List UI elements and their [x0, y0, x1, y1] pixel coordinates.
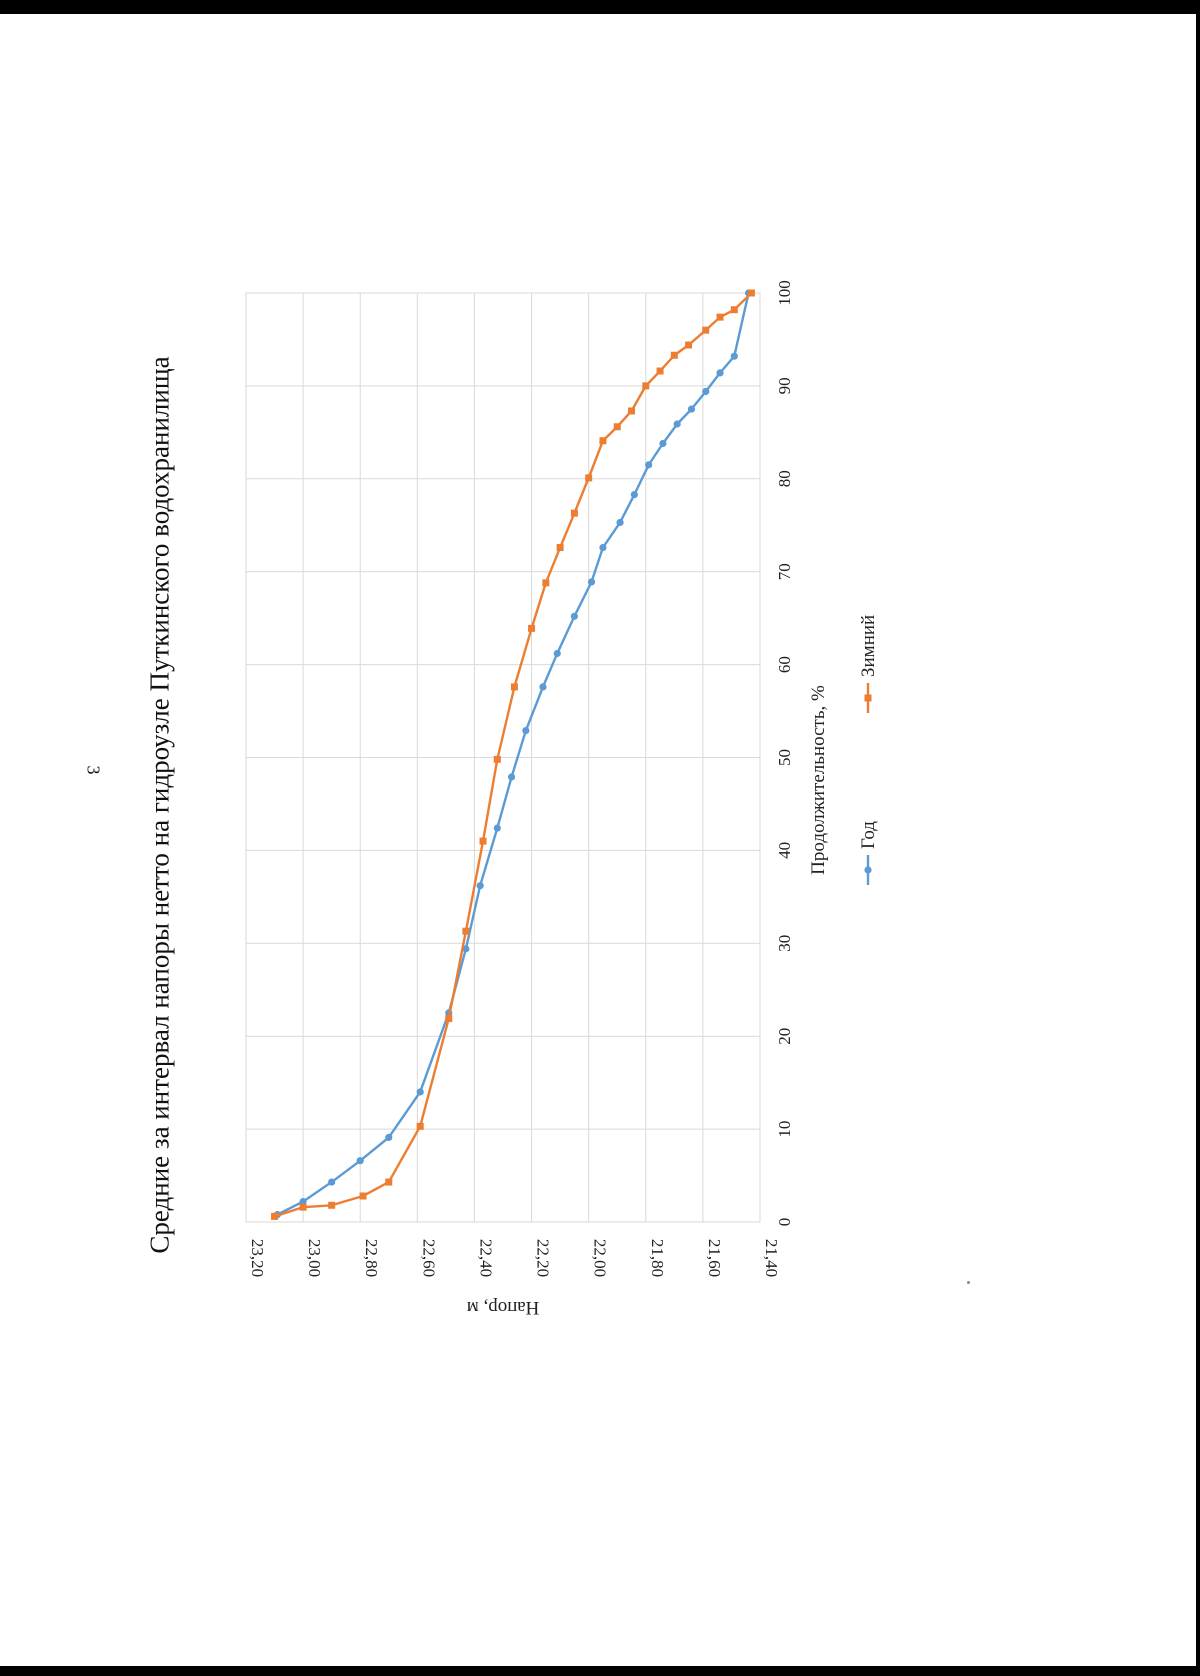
x-tick-labels: 0 10 20 30 40 50 60 70 80 90 100 [775, 280, 794, 1226]
data-point-1 [716, 369, 724, 377]
data-point-1 [328, 1178, 336, 1186]
data-point-1 [645, 461, 653, 469]
data-point-2 [528, 624, 536, 632]
x-axis-title: Продолжительность, % [808, 685, 829, 875]
data-point-1 [385, 1133, 393, 1142]
series-lines [271, 289, 755, 1220]
y-tick-label: 23,00 [305, 1239, 324, 1277]
x-tick-label: 20 [775, 1028, 794, 1045]
data-point-1 [539, 683, 547, 691]
x-tick-label: 60 [775, 656, 794, 673]
legend-label-1: Год [858, 821, 879, 849]
data-point-1 [630, 490, 638, 499]
x-tick-label: 100 [775, 280, 794, 306]
x-tick-label: 90 [775, 377, 794, 394]
data-point-2 [493, 755, 501, 763]
data-point-2 [685, 341, 693, 349]
x-tick-label: 10 [775, 1121, 794, 1138]
data-point-1 [673, 420, 681, 428]
data-point-2 [445, 1015, 453, 1023]
x-tick-label: 30 [775, 935, 794, 952]
y-tick-label: 22,40 [476, 1239, 495, 1277]
y-axis-title: Напор, м [467, 1297, 540, 1318]
data-point-2 [656, 367, 664, 375]
x-tick-label: 40 [775, 842, 794, 859]
grid-lines [245, 292, 761, 1223]
data-point-1 [476, 882, 484, 890]
data-point-1 [522, 726, 530, 735]
data-point-2 [730, 306, 738, 314]
data-point-2 [613, 423, 621, 431]
legend-label-2: Зимний [858, 615, 879, 677]
data-point-2 [628, 407, 635, 415]
data-point-1 [659, 439, 667, 448]
data-point-1 [493, 824, 501, 832]
data-point-1 [687, 405, 696, 413]
data-point-2 [271, 1212, 279, 1220]
y-tick-label: 21,60 [705, 1239, 724, 1277]
data-point-2 [510, 683, 518, 691]
data-point-2 [599, 437, 607, 445]
legend: Год Зимний [858, 615, 879, 885]
scan-speck [967, 1281, 970, 1284]
data-point-1 [599, 543, 607, 552]
data-point-1 [299, 1197, 307, 1206]
data-point-2 [416, 1122, 424, 1130]
x-tick-label: 50 [775, 749, 794, 766]
data-point-1 [587, 578, 596, 586]
data-point-2 [299, 1203, 307, 1211]
x-tick-label: 0 [775, 1218, 794, 1227]
data-point-1 [616, 518, 624, 527]
data-point-1 [507, 773, 516, 781]
data-point-1 [702, 387, 710, 396]
y-tick-label: 21,80 [648, 1239, 667, 1277]
data-point-2 [642, 382, 650, 390]
data-point-1 [462, 945, 470, 953]
legend-marker-2 [864, 694, 872, 702]
data-point-1 [553, 649, 561, 658]
data-point-2 [747, 289, 755, 297]
y-tick-label: 22,20 [534, 1239, 553, 1277]
y-tick-label: 23,20 [248, 1239, 267, 1277]
data-point-1 [730, 352, 738, 360]
data-point-2 [542, 579, 550, 587]
data-point-1 [356, 1157, 364, 1165]
data-point-2 [556, 544, 564, 552]
data-point-2 [570, 509, 578, 517]
data-point-1 [570, 612, 578, 620]
y-tick-labels: 21,40 21,60 21,80 22,00 22,20 22,40 22,60 22,80… [248, 1239, 781, 1277]
y-tick-label: 22,60 [419, 1239, 438, 1277]
data-point-2 [585, 474, 593, 482]
data-point-2 [328, 1201, 336, 1209]
x-tick-label: 70 [775, 563, 794, 580]
x-tick-label: 80 [775, 470, 794, 487]
data-point-2 [462, 927, 470, 935]
legend-marker-1 [864, 866, 872, 874]
y-tick-label: 21,40 [762, 1239, 781, 1277]
data-point-2 [385, 1178, 393, 1186]
data-point-2 [670, 351, 678, 359]
data-point-2 [702, 326, 710, 334]
data-point-1 [416, 1088, 424, 1096]
data-point-2 [359, 1192, 367, 1200]
y-tick-label: 22,80 [362, 1239, 381, 1277]
data-point-2 [716, 313, 724, 321]
y-tick-label: 22,00 [591, 1239, 610, 1277]
data-point-2 [479, 837, 487, 845]
